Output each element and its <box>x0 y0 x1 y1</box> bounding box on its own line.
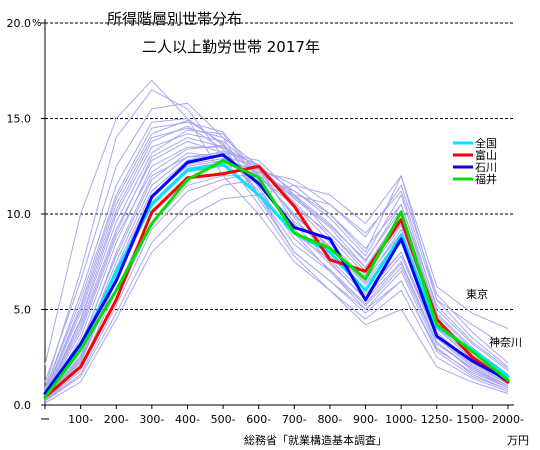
chart-title: 所得階層別世帯分布 <box>107 10 242 28</box>
x-tick-label: 500- <box>211 413 236 426</box>
background-series-line <box>44 125 509 394</box>
x-tick-label: 600- <box>246 413 271 426</box>
y-unit-label: % <box>32 18 42 29</box>
y-tick-label: 0.0 <box>14 399 32 412</box>
chart-subtitle: 二人以上勤労世帯 2017年 <box>142 38 320 56</box>
x-tick-label: 200- <box>104 413 129 426</box>
x-tick-label: 1000- <box>385 413 417 426</box>
axis-layer: 0.0 5.0 10.0 15.0 20.0 100- 200- 300- 400- 500- 60… <box>7 17 525 426</box>
x-tick-label: 1500- <box>456 413 488 426</box>
x-tick-label: 700- <box>282 413 307 426</box>
y-tick-label: 20.0 <box>7 17 32 30</box>
background-series-line <box>44 79 509 393</box>
background-series-line <box>44 171 509 402</box>
background-series-layer <box>44 79 509 404</box>
y-tick-label: 5.0 <box>14 304 32 317</box>
source-label: 総務省「就業構造基本調査」 <box>244 433 387 447</box>
x-tick-label: 800- <box>317 413 342 426</box>
x-tick-label: 300- <box>139 413 164 426</box>
legend-label-0: 全国 <box>475 136 497 150</box>
background-series-line <box>44 161 509 400</box>
x-tick-label: 900- <box>353 413 378 426</box>
legend-label-2: 石川 <box>475 161 497 174</box>
x-tick-label: 2000- <box>492 413 524 426</box>
background-series-line <box>44 140 509 396</box>
grid-layer <box>45 22 514 310</box>
background-series-line <box>44 129 509 396</box>
series-layer <box>43 153 510 399</box>
x-tick-label: 100- <box>68 413 93 426</box>
x-tick-label: 400- <box>175 413 200 426</box>
legend-label-1: 富山 <box>475 148 497 162</box>
x-tick-label: 1250- <box>421 413 453 426</box>
legend-label-3: 福井 <box>475 172 497 186</box>
y-tick-label: 10.0 <box>7 208 32 221</box>
annotation-kanagawa: 神奈川 <box>489 335 522 349</box>
annotation-tokyo: 東京 <box>466 287 488 301</box>
x-unit-label: 万円 <box>507 434 529 447</box>
background-series-line <box>44 102 509 391</box>
background-series-line <box>44 89 509 394</box>
series-line-3 <box>43 159 510 399</box>
background-series-line <box>44 175 509 404</box>
series-line-0 <box>43 162 510 395</box>
y-tick-label: 15.0 <box>7 113 32 126</box>
background-series-line <box>44 118 509 390</box>
